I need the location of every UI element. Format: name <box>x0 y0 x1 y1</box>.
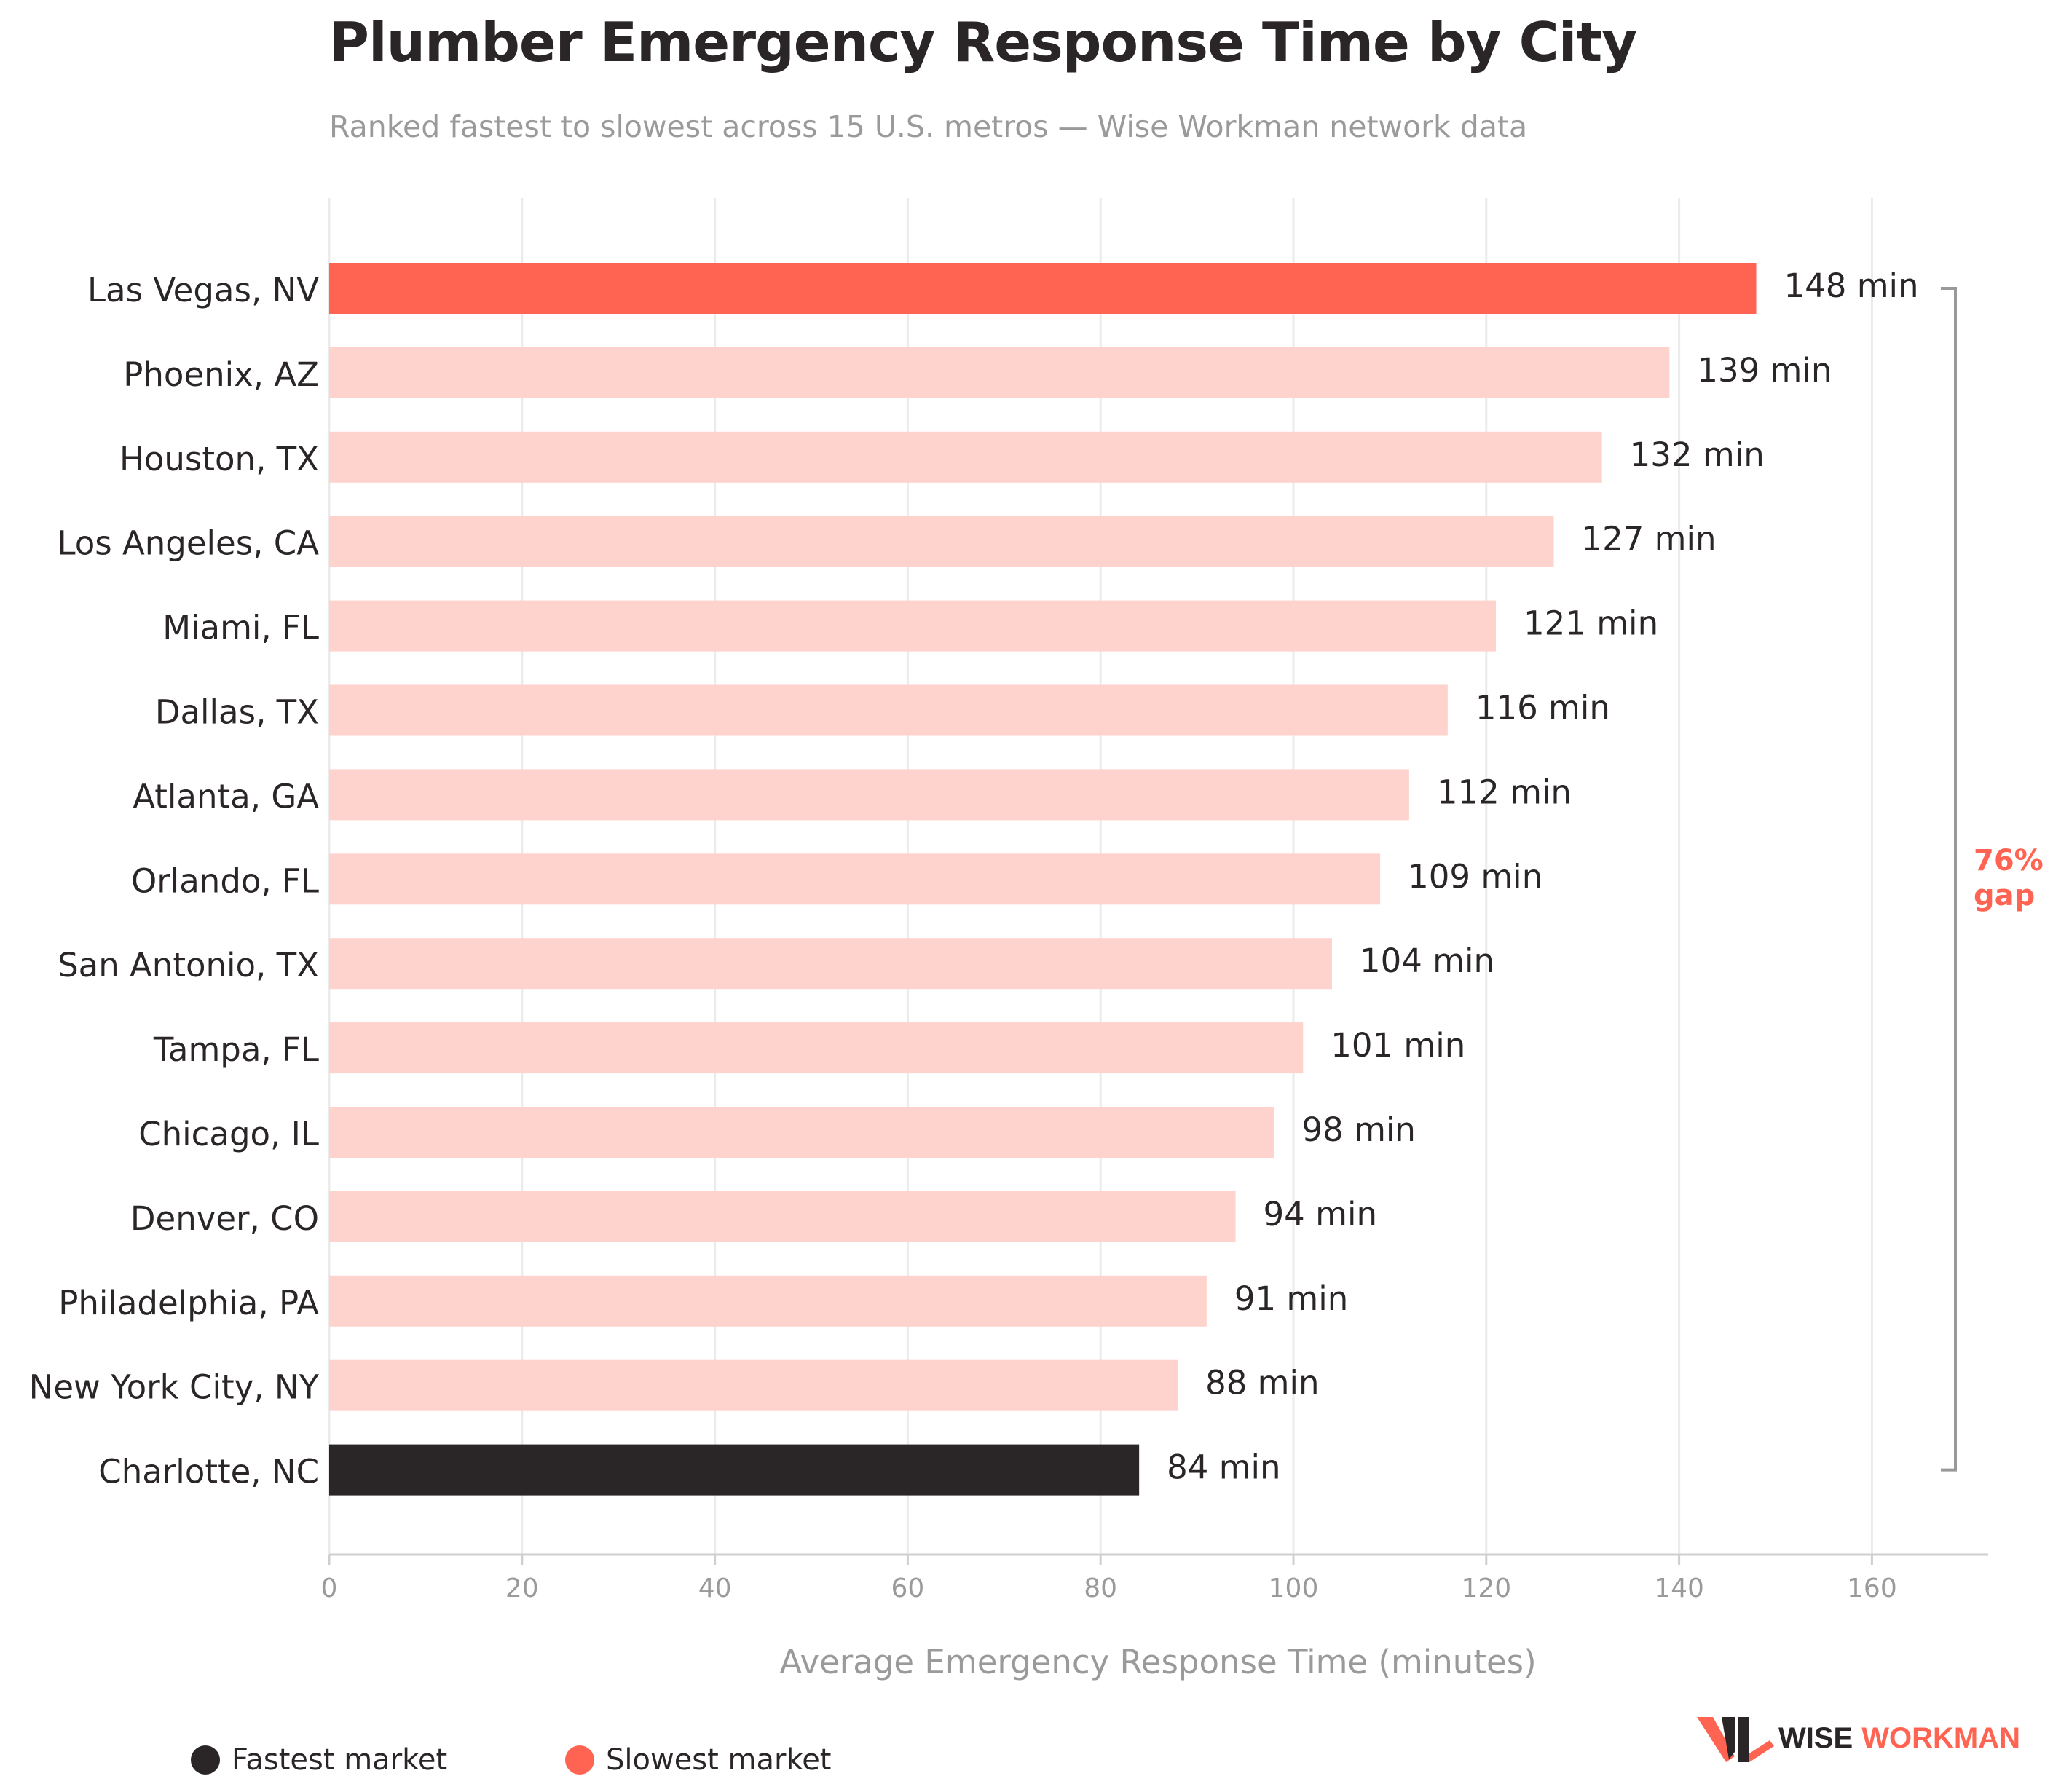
legend-item-slowest: Slowest market <box>565 1738 832 1782</box>
x-tick-label: 120 <box>1461 1574 1511 1603</box>
y-category-label: Las Vegas, NV <box>87 271 319 309</box>
x-tick-label: 80 <box>1084 1574 1117 1603</box>
y-category-label: Atlanta, GA <box>133 777 319 816</box>
legend-swatch-slowest <box>565 1745 594 1775</box>
bar <box>329 1275 1207 1327</box>
gap-annotation-value: 76% <box>1974 844 2044 877</box>
y-category-label: Los Angeles, CA <box>57 524 319 563</box>
legend-item-fastest: Fastest market <box>191 1738 447 1782</box>
bar <box>329 1107 1274 1158</box>
x-tick-label: 100 <box>1269 1574 1319 1603</box>
bar <box>329 1444 1140 1496</box>
x-tick-label: 60 <box>891 1574 924 1603</box>
y-category-label: Philadelphia, PA <box>58 1284 319 1322</box>
bar-value-label: 112 min <box>1437 773 1572 811</box>
x-tick-label: 160 <box>1847 1574 1897 1603</box>
x-tick-label: 20 <box>505 1574 539 1603</box>
bar-value-label: 148 min <box>1784 267 1919 305</box>
wise-workman-logo: WISE WORKMAN <box>1697 1711 2025 1766</box>
bar-value-label: 84 min <box>1167 1448 1280 1487</box>
logo-word-wise: WISE <box>1778 1722 1853 1754</box>
chart-subtitle: Ranked fastest to slowest across 15 U.S.… <box>329 109 1528 144</box>
bar-value-label: 104 min <box>1360 942 1494 980</box>
bar-value-label: 132 min <box>1630 435 1765 474</box>
logo-mark-icon <box>1697 1717 1774 1762</box>
bar-value-label: 121 min <box>1524 604 1658 643</box>
x-axis-title: Average Emergency Response Time (minutes… <box>779 1643 1536 1681</box>
bar <box>329 1359 1178 1411</box>
y-category-label: Phoenix, AZ <box>123 355 319 394</box>
bar <box>329 853 1381 905</box>
bar <box>329 1191 1236 1242</box>
bar <box>329 263 1757 314</box>
y-category-label: Chicago, IL <box>138 1115 319 1153</box>
bar-value-label: 116 min <box>1475 689 1610 727</box>
gap-bracket <box>1941 287 1957 1472</box>
x-tick-label: 140 <box>1654 1574 1704 1603</box>
x-tick-label: 0 <box>321 1574 338 1603</box>
y-category-label: Denver, CO <box>130 1199 319 1238</box>
y-category-label: Charlotte, NC <box>98 1453 319 1491</box>
bar <box>329 938 1332 990</box>
bar-value-label: 139 min <box>1697 351 1832 390</box>
y-category-label: Houston, TX <box>119 440 319 478</box>
bar <box>329 600 1497 652</box>
legend-label-slowest: Slowest market <box>606 1743 832 1777</box>
bar-value-label: 109 min <box>1408 857 1542 896</box>
y-category-label: Tampa, FL <box>153 1030 319 1069</box>
bar-value-label: 98 min <box>1302 1110 1416 1149</box>
y-category-label: Dallas, TX <box>155 693 319 732</box>
bar <box>329 769 1409 821</box>
chart-title: Plumber Emergency Response Time by City <box>329 10 1637 74</box>
y-category-label: San Antonio, TX <box>58 946 319 984</box>
bar <box>329 431 1602 483</box>
bar-value-label: 94 min <box>1264 1195 1377 1234</box>
bar <box>329 684 1448 736</box>
y-category-label: Miami, FL <box>162 609 319 647</box>
legend-swatch-fastest <box>191 1745 220 1775</box>
logo-word-workman: WORKMAN <box>1861 1722 2020 1754</box>
gap-annotation-word: gap <box>1974 879 2035 912</box>
bar-value-label: 127 min <box>1581 520 1716 558</box>
bar-value-label: 101 min <box>1331 1026 1465 1065</box>
bar <box>329 1022 1304 1074</box>
bar-value-label: 88 min <box>1205 1364 1319 1402</box>
bar-value-label: 91 min <box>1234 1279 1348 1318</box>
y-category-label: New York City, NY <box>29 1368 320 1407</box>
bar <box>329 516 1554 567</box>
legend-label-fastest: Fastest market <box>232 1743 448 1777</box>
bar <box>329 347 1670 398</box>
x-tick-label: 40 <box>698 1574 732 1603</box>
y-category-label: Orlando, FL <box>131 861 319 900</box>
